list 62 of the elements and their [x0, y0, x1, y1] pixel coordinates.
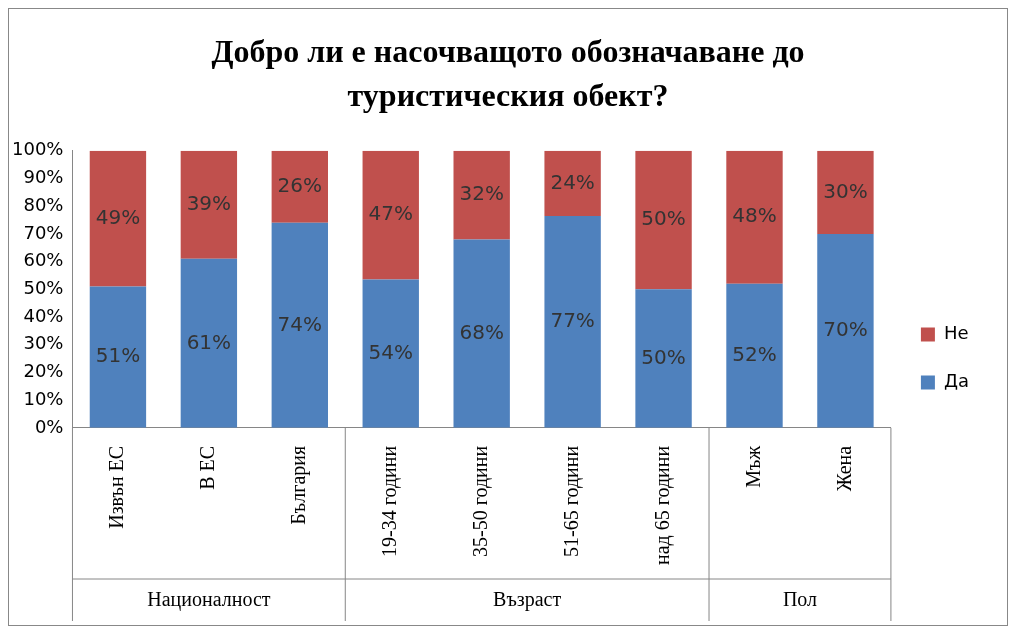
bar [726, 283, 783, 428]
text: Националност [147, 588, 271, 612]
x-tick-label: 51-65 години [559, 445, 583, 557]
y-tick-label: 80% [23, 193, 64, 215]
bar [635, 150, 692, 290]
y-tick-label: 70% [23, 221, 64, 243]
y-tick-label: 60% [23, 249, 64, 271]
y-tick-label: 30% [23, 332, 64, 354]
x-tick-label: България [287, 445, 311, 525]
y-tick-label: 90% [23, 166, 64, 188]
text: Възраст [493, 588, 562, 612]
bar [180, 150, 238, 259]
x-tick-label: над 65 години [650, 445, 674, 565]
bar [544, 215, 601, 428]
data-label: 26% [277, 173, 323, 198]
data-label: 77% [550, 308, 595, 333]
data-label: 49% [95, 204, 141, 229]
bar [817, 150, 874, 234]
x-tick-label: Извън ЕС [105, 445, 128, 529]
bar [362, 279, 419, 428]
bar [362, 150, 419, 280]
bar [726, 150, 783, 284]
legend-label: Не [943, 322, 969, 344]
bar [180, 258, 238, 428]
y-tick-label: 20% [23, 360, 64, 382]
data-label: 24% [550, 169, 595, 194]
x-tick-label: Жена [832, 445, 855, 492]
data-label: 74% [277, 311, 323, 336]
bar [453, 150, 510, 240]
data-label: 70% [823, 317, 868, 342]
bar [89, 286, 147, 428]
data-label: 61% [186, 329, 232, 354]
legend-label: Да [943, 370, 969, 392]
data-label: 47% [368, 201, 413, 226]
data-label: 30% [823, 178, 868, 203]
bar [453, 239, 510, 428]
chart-title: Добро ли е насочващото обозначаване до туристическия обект? [210, 32, 806, 115]
y-tick-label: 0% [34, 415, 64, 437]
data-label: 68% [459, 319, 504, 344]
y-tick-label: 40% [23, 304, 64, 326]
x-tick-label: В ЕС [196, 445, 219, 490]
y-tick-label: 50% [23, 276, 64, 298]
x-tick-label: Мъж [741, 445, 764, 488]
x-tick-label: 19-34 години [377, 445, 401, 557]
data-label: 32% [459, 181, 504, 206]
y-tick-label: 10% [23, 387, 64, 409]
bar [89, 150, 147, 287]
bar [635, 289, 692, 428]
data-label: 51% [95, 343, 141, 368]
data-label: 39% [186, 191, 232, 216]
bar [271, 222, 328, 428]
x-tick-label: 35-50 години [468, 445, 492, 557]
bar [271, 150, 328, 223]
y-tick-label: 100% [11, 138, 64, 160]
data-label: 54% [368, 339, 413, 364]
bar [817, 233, 874, 428]
text: Пол [782, 588, 818, 611]
bar [544, 150, 601, 216]
data-label: 48% [732, 203, 777, 228]
data-label: 50% [641, 344, 686, 369]
data-label: 52% [732, 342, 777, 367]
data-label: 50% [641, 206, 686, 231]
